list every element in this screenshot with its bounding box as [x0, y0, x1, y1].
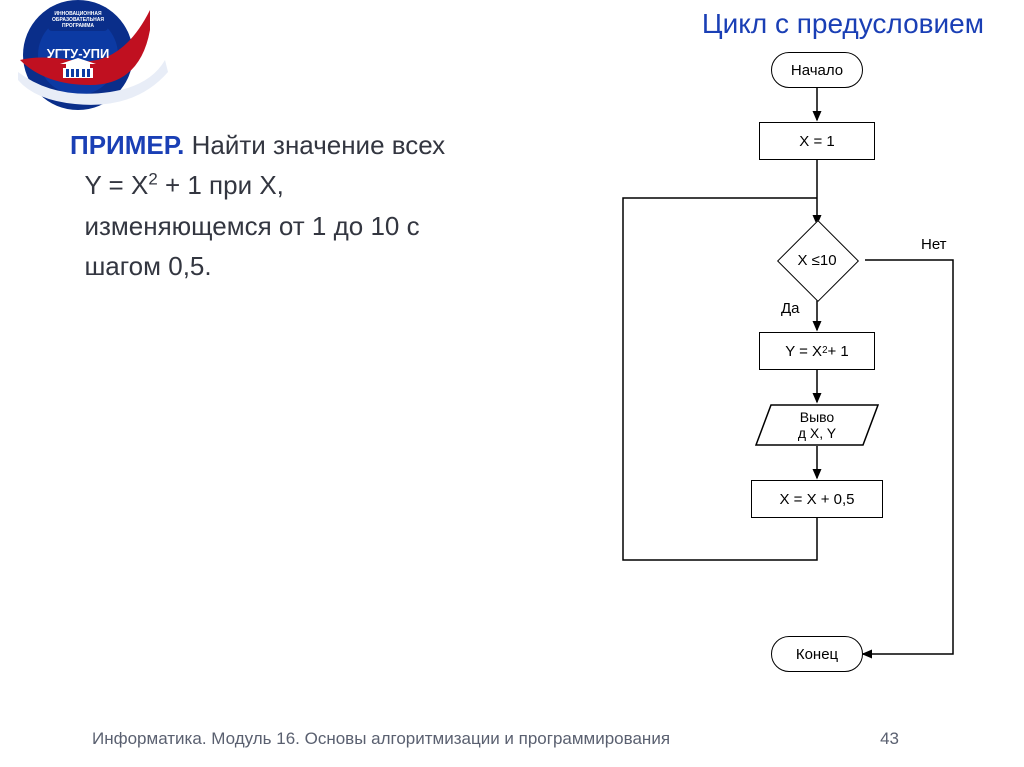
example-line2b: + 1 при X,	[158, 170, 284, 200]
institution-logo: ИННОВАЦИОННАЯ ОБРАЗОВАТЕЛЬНАЯ ПРОГРАММА …	[0, 0, 190, 115]
flow-calc-a: Y = X	[785, 343, 822, 360]
example-line2-sup: 2	[148, 170, 157, 189]
example-line3: изменяющемся от 1 до 10 с	[84, 211, 419, 241]
svg-text:ПРОГРАММА: ПРОГРАММА	[62, 23, 94, 29]
example-label: ПРИМЕР.	[70, 130, 184, 160]
slide-title: Цикл с предусловием	[702, 8, 984, 40]
flow-label-no: Нет	[921, 236, 947, 253]
flow-output: Выво д X, Y	[755, 404, 879, 446]
example-line2a: Y = X	[84, 170, 148, 200]
example-line4: шагом 0,5.	[84, 251, 211, 281]
flow-label-yes: Да	[781, 300, 800, 317]
flow-step: X = X + 0,5	[751, 480, 883, 518]
flow-end: Конец	[771, 636, 863, 672]
example-text: ПРИМЕР. Найти значение всех Y = X2 + 1 п…	[70, 125, 560, 286]
example-line1: Найти значение всех	[184, 130, 445, 160]
flow-calc: Y = X2 + 1	[759, 332, 875, 370]
flow-output-a: Выво	[800, 409, 834, 425]
flow-init: X = 1	[759, 122, 875, 160]
page-number: 43	[880, 729, 899, 749]
footer-text: Информатика. Модуль 16. Основы алгоритми…	[92, 729, 670, 749]
flowchart: Начало X = 1 X ≤10 Да Нет Y = X2 + 1 Выв…	[585, 48, 1005, 718]
flow-decision: X ≤10	[781, 248, 853, 272]
flow-output-b: д X, Y	[798, 425, 836, 441]
flow-calc-b: + 1	[828, 343, 849, 360]
flow-start: Начало	[771, 52, 863, 88]
